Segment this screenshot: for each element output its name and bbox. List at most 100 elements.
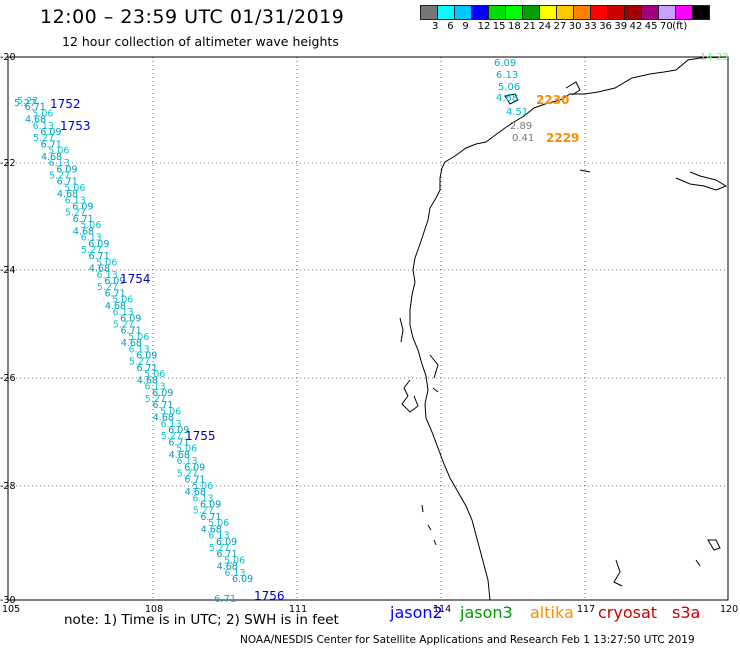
track-wave-value: 6.13 [208, 531, 229, 542]
credit-line: NOAA/NESDIS Center for Satellite Applica… [240, 634, 695, 646]
track-wave-value: 6.13 [33, 121, 54, 132]
scale-label: 12 [477, 21, 491, 32]
track-wave-value: 4.68 [57, 189, 78, 200]
legend-s3a: s3a [672, 603, 701, 622]
track-wave-value: 6.09 [184, 462, 205, 473]
track-wave-value: 5.06 [64, 183, 85, 194]
track-wave-value: 4.68 [217, 562, 238, 573]
scale-swatch [692, 5, 710, 20]
track-wave-value: 6.13 [144, 382, 165, 393]
track-wave-value: 5.27 [161, 431, 182, 442]
wave-height-value: 6.71 [214, 594, 236, 605]
wave-height-value: 0.41 [512, 133, 534, 144]
track-wave-value: 6.13 [192, 493, 213, 504]
scale-label: 18 [508, 21, 521, 32]
pass-time-label: 1755 [185, 429, 216, 443]
track-wave-value: 5.27 [113, 319, 134, 330]
footnote: note: 1) Time is in UTC; 2) SWH is in fe… [64, 612, 339, 628]
longitude-label: 108 [145, 604, 163, 615]
track-wave-value: 6.13 [160, 419, 181, 430]
track-wave-value: 6.13 [113, 307, 134, 318]
track-wave-value: 4.68 [89, 264, 110, 275]
track-wave-value: 5.27 [65, 208, 86, 219]
latitude-label: -26 [0, 373, 16, 384]
scale-label: 24 [538, 21, 552, 32]
track-wave-value: 6.71 [105, 288, 126, 299]
track-wave-value: 5.27 [81, 245, 102, 256]
track-wave-value: 5.27 [145, 394, 166, 405]
track-wave-value: 5.06 [192, 481, 213, 492]
track-wave-value: 4.68 [41, 152, 62, 163]
track-wave-value: 6.13 [65, 195, 86, 206]
track-wave-value: 6.71 [184, 475, 205, 486]
track-wave-value: 5.06 [144, 369, 165, 380]
longitude-label: 105 [2, 604, 20, 615]
latitude-label: -22 [0, 158, 16, 169]
track-wave-value: 6.13 [97, 270, 118, 281]
track-wave-value: 6.71 [200, 512, 221, 523]
track-wave-value: 6.09 [104, 276, 125, 287]
track-wave-value: 5.06 [112, 295, 133, 306]
track-wave-value: 4.68 [73, 226, 94, 237]
wave-height-value: 4.68 [496, 93, 518, 104]
scale-label: 21 [523, 21, 536, 32]
track-wave-value: 6.09 [216, 537, 237, 548]
wave-height-value: 5.27 [14, 98, 36, 109]
map-grid [8, 57, 728, 600]
scale-label: 39 [614, 21, 628, 32]
legend-jason3: jason3 [460, 603, 513, 622]
track-wave-value: 4.68 [105, 301, 126, 312]
track-wave-value: 5.06 [224, 555, 245, 566]
latitude-label: -28 [0, 481, 16, 492]
scale-label: 42 [629, 21, 643, 32]
track-wave-value: 4.68 [137, 375, 158, 386]
longitude-label: 111 [289, 604, 307, 615]
track-wave-value: 5.27 [129, 357, 150, 368]
scale-label: 27 [553, 21, 567, 32]
track-wave-value: 6.71 [121, 326, 142, 337]
track-wave-value: 5.27 [193, 506, 214, 517]
track-wave-value: 5.06 [96, 257, 117, 268]
wave-height-value: 5.06 [498, 82, 520, 93]
longitude-label: 120 [720, 604, 738, 615]
pass-time-label: 2229 [546, 131, 579, 145]
track-wave-value: 6.13 [176, 456, 197, 467]
track-wave-value: 6.09 [168, 425, 189, 436]
australia-coastline [399, 56, 729, 601]
color-scale-labels: 3 6 9 12 15 18 21 24 27 30 33 36 39 42 45 70 (ft) [420, 21, 740, 35]
wave-height-color-scale [420, 5, 710, 20]
track-wave-value: 6.71 [41, 139, 62, 150]
track-wave-value: 6.09 [152, 388, 173, 399]
scale-label: 45 [644, 21, 658, 32]
track-wave-value: 6.09 [72, 202, 93, 213]
pass-time-label: 1756 [254, 589, 285, 603]
track-wave-value: 6.09 [136, 351, 157, 362]
track-wave-value: 5.06 [32, 108, 53, 119]
pass-time-label: 2230 [536, 93, 569, 107]
wave-height-value: 6.09 [494, 58, 516, 69]
track-wave-value: 5.06 [160, 406, 181, 417]
track-wave-value: 6.71 [136, 363, 157, 374]
track-wave-value: 4.68 [153, 413, 174, 424]
track-wave-value: 6.71 [168, 437, 189, 448]
wave-height-value: 2.89 [510, 121, 532, 132]
pass-time-label: 1753 [60, 119, 91, 133]
wave-height-value: 14.23 [700, 52, 729, 63]
scale-label: 6 [447, 21, 454, 32]
scale-label: 3 [432, 21, 439, 32]
track-wave-value: 4.68 [25, 115, 46, 126]
track-wave-value: 6.09 [56, 164, 77, 175]
wave-height-value: 4.51 [506, 107, 528, 118]
scale-label: 9 [462, 21, 469, 32]
legend-altika: altika [530, 603, 574, 622]
track-wave-value: 6.09 [232, 574, 253, 585]
pass-time-label: 1754 [120, 272, 151, 286]
scale-label: 33 [584, 21, 597, 32]
track-wave-value: 5.06 [48, 146, 69, 157]
track-wave-value: 6.71 [152, 400, 173, 411]
track-wave-value: 6.71 [216, 549, 237, 560]
legend-cryosat: cryosat [598, 603, 658, 622]
